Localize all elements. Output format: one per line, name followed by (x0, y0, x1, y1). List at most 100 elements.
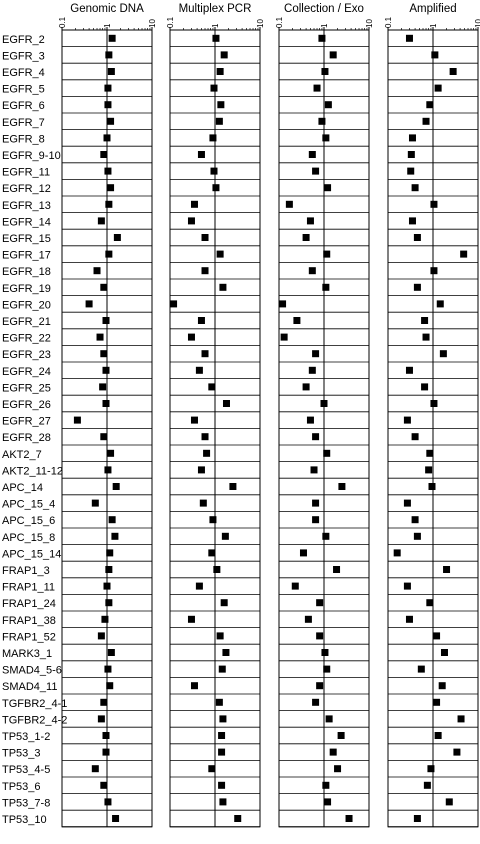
marker-egfr-2 (212, 34, 220, 42)
tick-label: 0.1 (384, 16, 393, 28)
marker-tp53-3 (102, 748, 110, 756)
row-label-egfr-7: EGFR_7 (2, 117, 45, 129)
marker-egfr-28 (312, 433, 320, 441)
marker-tp53-1-2 (337, 732, 345, 739)
marker-tp53-7-8 (104, 798, 112, 806)
marker-frap1-24 (426, 599, 434, 607)
row-label-akt2-11-12: AKT2_11-12 (2, 465, 63, 477)
tick-label: 10 (474, 19, 480, 28)
marker-egfr-8 (209, 134, 217, 142)
marker-tp53-10 (413, 815, 421, 822)
marker-egfr-3 (105, 51, 113, 59)
row-label-egfr-17: EGFR_17 (2, 250, 51, 262)
marker-apc-15-6 (108, 516, 116, 524)
marker-tp53-4-5 (427, 765, 435, 773)
panel-amplified: Amplified 0.1 1 10 (384, 3, 480, 828)
marker-egfr-4 (321, 68, 329, 75)
marker-apc-15-6 (312, 516, 320, 524)
marker-frap1-38 (187, 615, 195, 623)
marker-egfr-18 (201, 267, 209, 275)
marker-frap1-11 (103, 582, 111, 590)
marker-egfr-21 (421, 317, 429, 324)
marker-apc-15-4 (403, 499, 411, 507)
marker-egfr-27 (190, 416, 198, 424)
marker-egfr-13 (285, 200, 293, 208)
marker-tp53-6 (322, 781, 330, 789)
marker-egfr-28 (100, 433, 108, 441)
marker-mark3-1 (107, 649, 115, 656)
marker-apc-14 (112, 483, 120, 490)
row-label-tp53-3: TP53_3 (2, 748, 41, 760)
row-label-tp53-7-8: TP53_7-8 (2, 797, 50, 809)
marker-egfr-11 (312, 167, 320, 175)
row-label-egfr-25: EGFR_25 (2, 382, 51, 394)
marker-egfr-25 (421, 383, 429, 391)
marker-egfr-8 (103, 134, 111, 142)
marker-tp53-1-2 (102, 732, 110, 739)
marker-egfr-15 (413, 234, 421, 241)
marker-egfr-19 (100, 283, 108, 291)
marker-mark3-1 (440, 649, 448, 656)
marker-egfr-20 (170, 300, 178, 308)
panel-title: Amplified (409, 3, 456, 15)
marker-frap1-38 (304, 615, 312, 623)
marker-smad4-11 (190, 682, 198, 690)
marker-tp53-6 (423, 781, 431, 789)
marker-egfr-8 (408, 134, 416, 142)
marker-egfr-17 (323, 250, 331, 258)
tick-label: 0.1 (166, 16, 175, 28)
row-label-egfr-12: EGFR_12 (2, 183, 51, 195)
row-label-apc-15-4: APC_15_4 (2, 499, 55, 511)
marker-tp53-1-2 (434, 732, 442, 739)
marker-tgfbr2-4-1 (433, 698, 441, 706)
marker-egfr-7 (215, 117, 223, 125)
marker-egfr-21 (102, 317, 110, 324)
marker-egfr-26 (222, 400, 230, 407)
marker-egfr-28 (411, 433, 419, 441)
marker-smad4-5-6 (323, 665, 331, 673)
marker-frap1-24 (220, 599, 228, 607)
marker-egfr-5 (104, 84, 112, 92)
marker-apc-15-14 (393, 549, 401, 557)
marker-apc-14 (428, 483, 436, 490)
marker-tgfbr2-4-1 (100, 698, 108, 706)
row-label-tp53-6: TP53_6 (2, 781, 41, 793)
marker-frap1-11 (195, 582, 203, 590)
row-label-egfr-21: EGFR_21 (2, 316, 51, 328)
marker-egfr-6 (324, 101, 332, 109)
marker-smad4-11 (438, 682, 446, 690)
marker-tp53-6 (218, 781, 226, 789)
marker-frap1-3 (443, 566, 451, 573)
panel-title: Multiplex PCR (179, 3, 252, 15)
marker-egfr-2 (318, 34, 326, 42)
marker-apc-15-14 (299, 549, 307, 557)
marker-egfr-9-10 (308, 151, 316, 158)
marker-egfr-14 (97, 217, 105, 225)
marker-egfr-13 (105, 200, 113, 208)
marker-tp53-10 (345, 815, 353, 822)
marker-apc-15-4 (199, 499, 207, 507)
tick-label: 1 (429, 23, 438, 28)
marker-egfr-12 (107, 184, 115, 192)
marker-egfr-25 (99, 383, 107, 391)
tick-label: 1 (211, 23, 220, 28)
marker-tgfbr2-4-2 (219, 715, 227, 723)
marker-apc-15-8 (221, 532, 229, 540)
marker-egfr-27 (403, 416, 411, 424)
marker-egfr-5 (434, 84, 442, 92)
marker-frap1-11 (403, 582, 411, 590)
marker-egfr-12 (324, 184, 332, 192)
row-label-egfr-18: EGFR_18 (2, 266, 51, 278)
marker-egfr-6 (104, 101, 112, 109)
row-label-apc-15-8: APC_15_8 (2, 532, 55, 544)
marker-egfr-13 (430, 200, 438, 208)
marker-egfr-27 (306, 416, 314, 424)
marker-egfr-23 (100, 350, 108, 358)
marker-egfr-24 (308, 366, 316, 374)
marker-frap1-52 (97, 632, 105, 640)
row-label-frap1-11: FRAP1_11 (2, 582, 55, 594)
marker-tgfbr2-4-1 (215, 698, 223, 706)
marker-egfr-17 (105, 250, 113, 258)
marker-egfr-9-10 (407, 151, 415, 158)
marker-egfr-11 (104, 167, 112, 175)
